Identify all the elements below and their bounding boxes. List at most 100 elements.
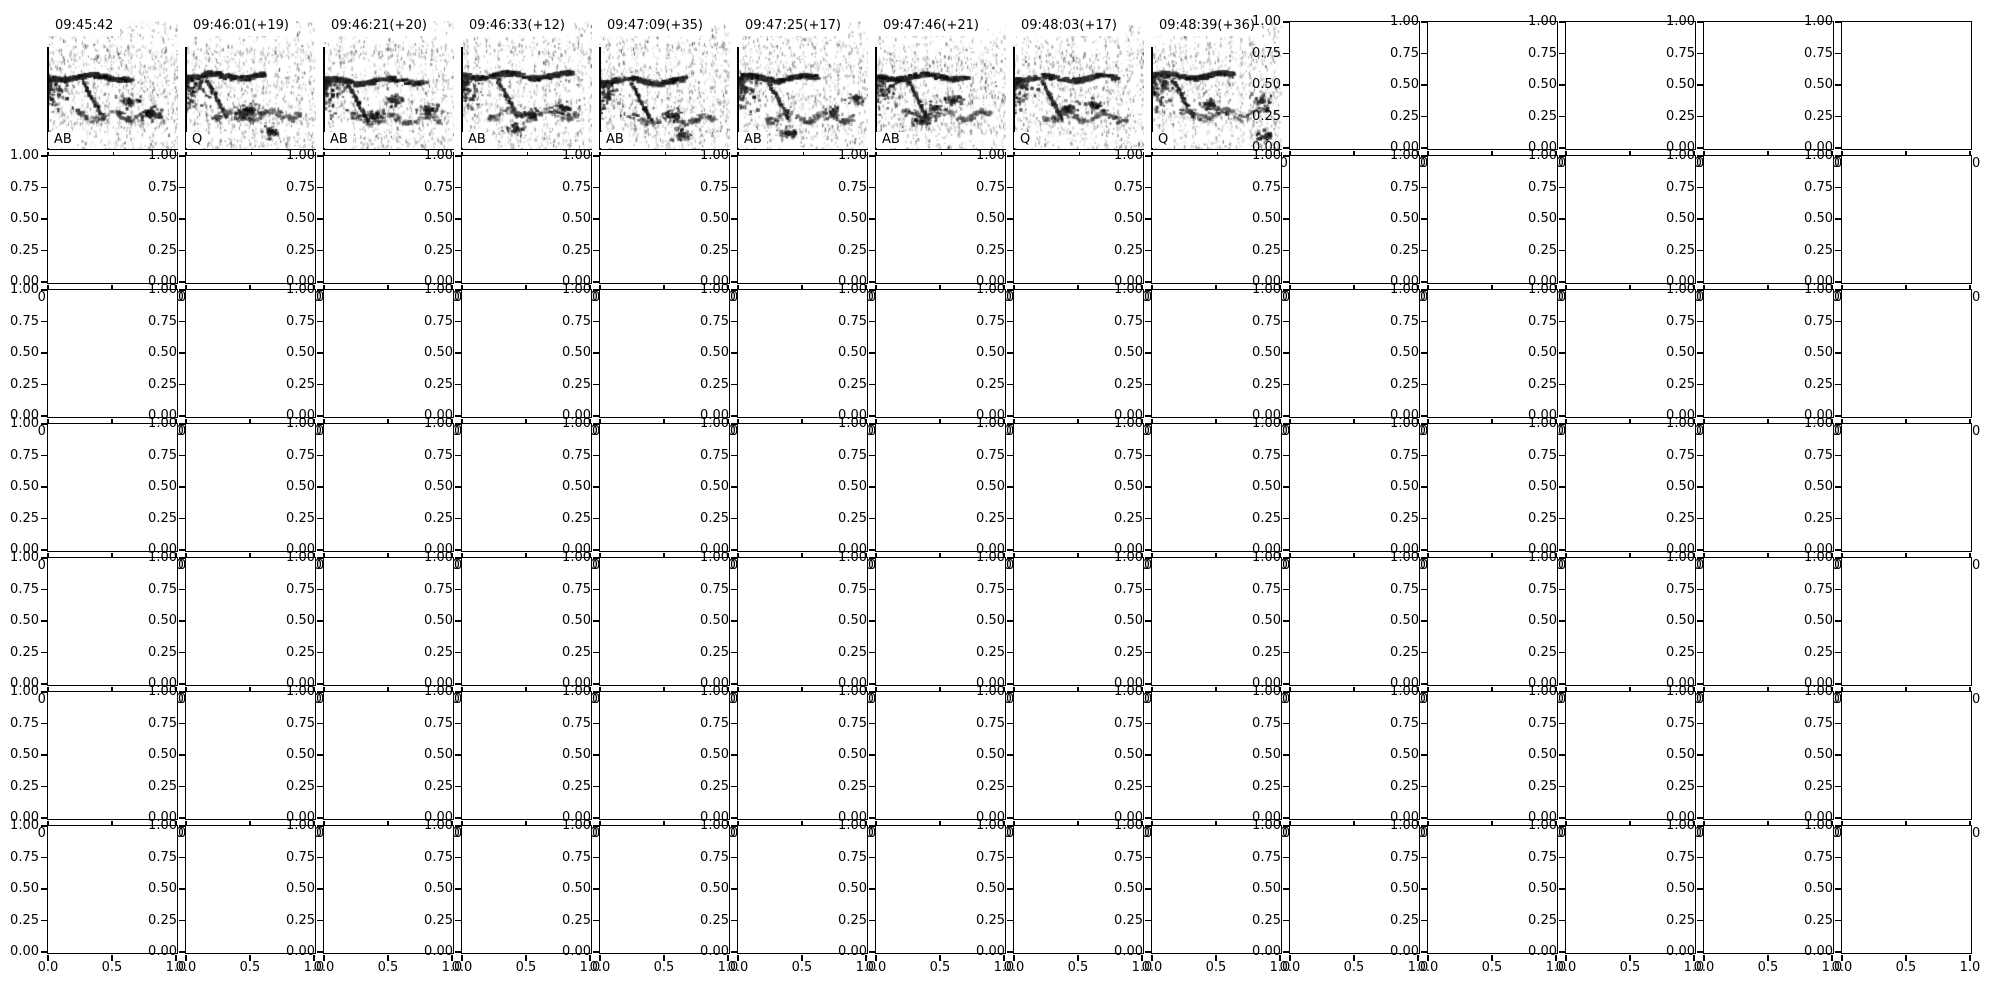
y-tick-mark [868,785,875,788]
y-tick-label: 0.25 [838,510,867,526]
y-tick-label: 0.25 [1252,644,1281,660]
spectrogram-panel: 09:45:42 AB [47,16,178,158]
y-tick-label: 0.25 [562,912,591,928]
y-tick-mark [454,289,461,291]
left-spine [875,47,877,150]
y-tick-mark [592,549,599,551]
x-tick-mark [1003,284,1005,291]
y-tick-label: 0.50 [148,747,177,762]
y-tick-mark [1282,825,1289,827]
x-tick-mark [47,284,49,291]
x-tick-mark [525,954,527,961]
y-tick-label: 0.00 [286,542,315,557]
y-tick-label: 0.50 [1804,881,1833,896]
y-tick-mark [316,651,323,654]
y-tick-mark [592,683,599,685]
y-tick-mark [1144,320,1151,323]
y-tick-label: 1.00 [1666,282,1695,297]
subplot: 1.000.750.500.250.000.00.51.0 [1390,684,1566,841]
x-tick-mark [1141,820,1143,827]
x-tick-mark [1289,552,1291,559]
y-tick-label: 0.25 [1390,108,1419,124]
subplot: 1.000.750.500.250.000.00.51.0 [424,148,600,305]
y-tick-mark [1696,84,1703,86]
channel-label: AB [324,132,353,148]
y-tick-mark [868,651,875,654]
y-tick-label: 0.25 [562,242,591,258]
y-tick-label: 0.50 [1528,211,1557,226]
y-tick-label: 0.00 [1804,408,1833,423]
spectrogram-image [1151,21,1282,150]
y-tick-label: 0.25 [1114,912,1143,928]
subplot: 1.000.750.500.250.000.00.51.0 [1804,14,1980,171]
y-tick-mark [316,754,323,756]
x-tick-mark [1427,284,1429,291]
x-tick-mark [1215,284,1217,291]
x-tick-mark [727,552,729,559]
y-tick-label: 1.00 [976,416,1005,431]
x-tick-mark [1013,820,1015,827]
y-tick-label: 0.50 [148,345,177,360]
x-tick-mark [323,686,325,693]
x-tick-mark [313,686,315,693]
y-tick-mark [730,919,737,922]
x-tick-mark [1427,552,1429,559]
y-tick-mark [1834,147,1841,149]
y-tick-mark [1282,415,1289,417]
y-tick-label: 0.50 [10,881,39,896]
y-tick-label: 0.25 [976,242,1005,258]
y-tick-mark [40,549,47,551]
y-tick-mark [1696,415,1703,417]
y-tick-label: 0.50 [562,345,591,360]
y-tick-label: 0.00 [1528,542,1557,557]
y-tick-label: 1.00 [1114,550,1143,565]
y-tick-mark [1696,549,1703,551]
y-tick-label: 0.75 [976,313,1005,329]
y-tick-label: 0.25 [286,510,315,526]
y-tick-label: 1.00 [838,550,867,565]
y-tick-label: 1.00 [10,148,39,163]
y-tick-mark [1144,722,1151,725]
y-tick-label: 0.00 [1114,810,1143,825]
x-tick-mark [1289,418,1291,425]
y-tick-mark [1282,919,1289,922]
x-tick-mark [1289,820,1291,827]
y-tick-label: 1.00 [1114,684,1143,699]
x-tick-mark [664,151,666,158]
y-tick-mark [1144,281,1151,283]
y-tick-mark [1144,155,1151,157]
x-tick-mark [1215,552,1217,559]
timestamp-label: 09:48:39(+36) [1151,16,1262,36]
y-tick-mark [592,888,599,890]
x-tick-mark [1841,954,1843,961]
y-tick-mark [1834,722,1841,725]
y-tick-label: 0.00 [1390,140,1419,155]
y-tick-mark [178,486,185,488]
y-tick-label: 0.00 [976,408,1005,423]
x-tick-mark [1491,686,1493,693]
y-tick-mark [868,888,875,890]
y-tick-mark [1144,549,1151,551]
y-tick-label: 1.00 [976,684,1005,699]
x-tick-label: 0.5 [929,960,951,975]
x-tick-mark [323,284,325,291]
y-tick-mark [40,754,47,756]
y-tick-mark [178,919,185,922]
y-tick-label: 0.25 [976,644,1005,660]
x-tick-mark [387,284,389,291]
y-tick-label: 0.75 [700,849,729,865]
x-tick-mark [727,284,729,291]
x-tick-mark [1141,686,1143,693]
y-tick-mark [868,856,875,859]
y-tick-mark [178,320,185,323]
x-tick-label: 0.0 [727,960,749,975]
subplot: 1.000.750.500.250.000.00.51.0 [1666,416,1842,573]
x-tick-mark [1279,284,1281,291]
x-tick-mark [1555,820,1557,827]
y-tick-mark [868,486,875,488]
x-tick-mark [1905,150,1907,157]
y-tick-mark [1558,320,1565,323]
y-tick-mark [178,281,185,283]
y-tick-label: 0.75 [838,179,867,195]
y-tick-label: 1.00 [424,550,453,565]
